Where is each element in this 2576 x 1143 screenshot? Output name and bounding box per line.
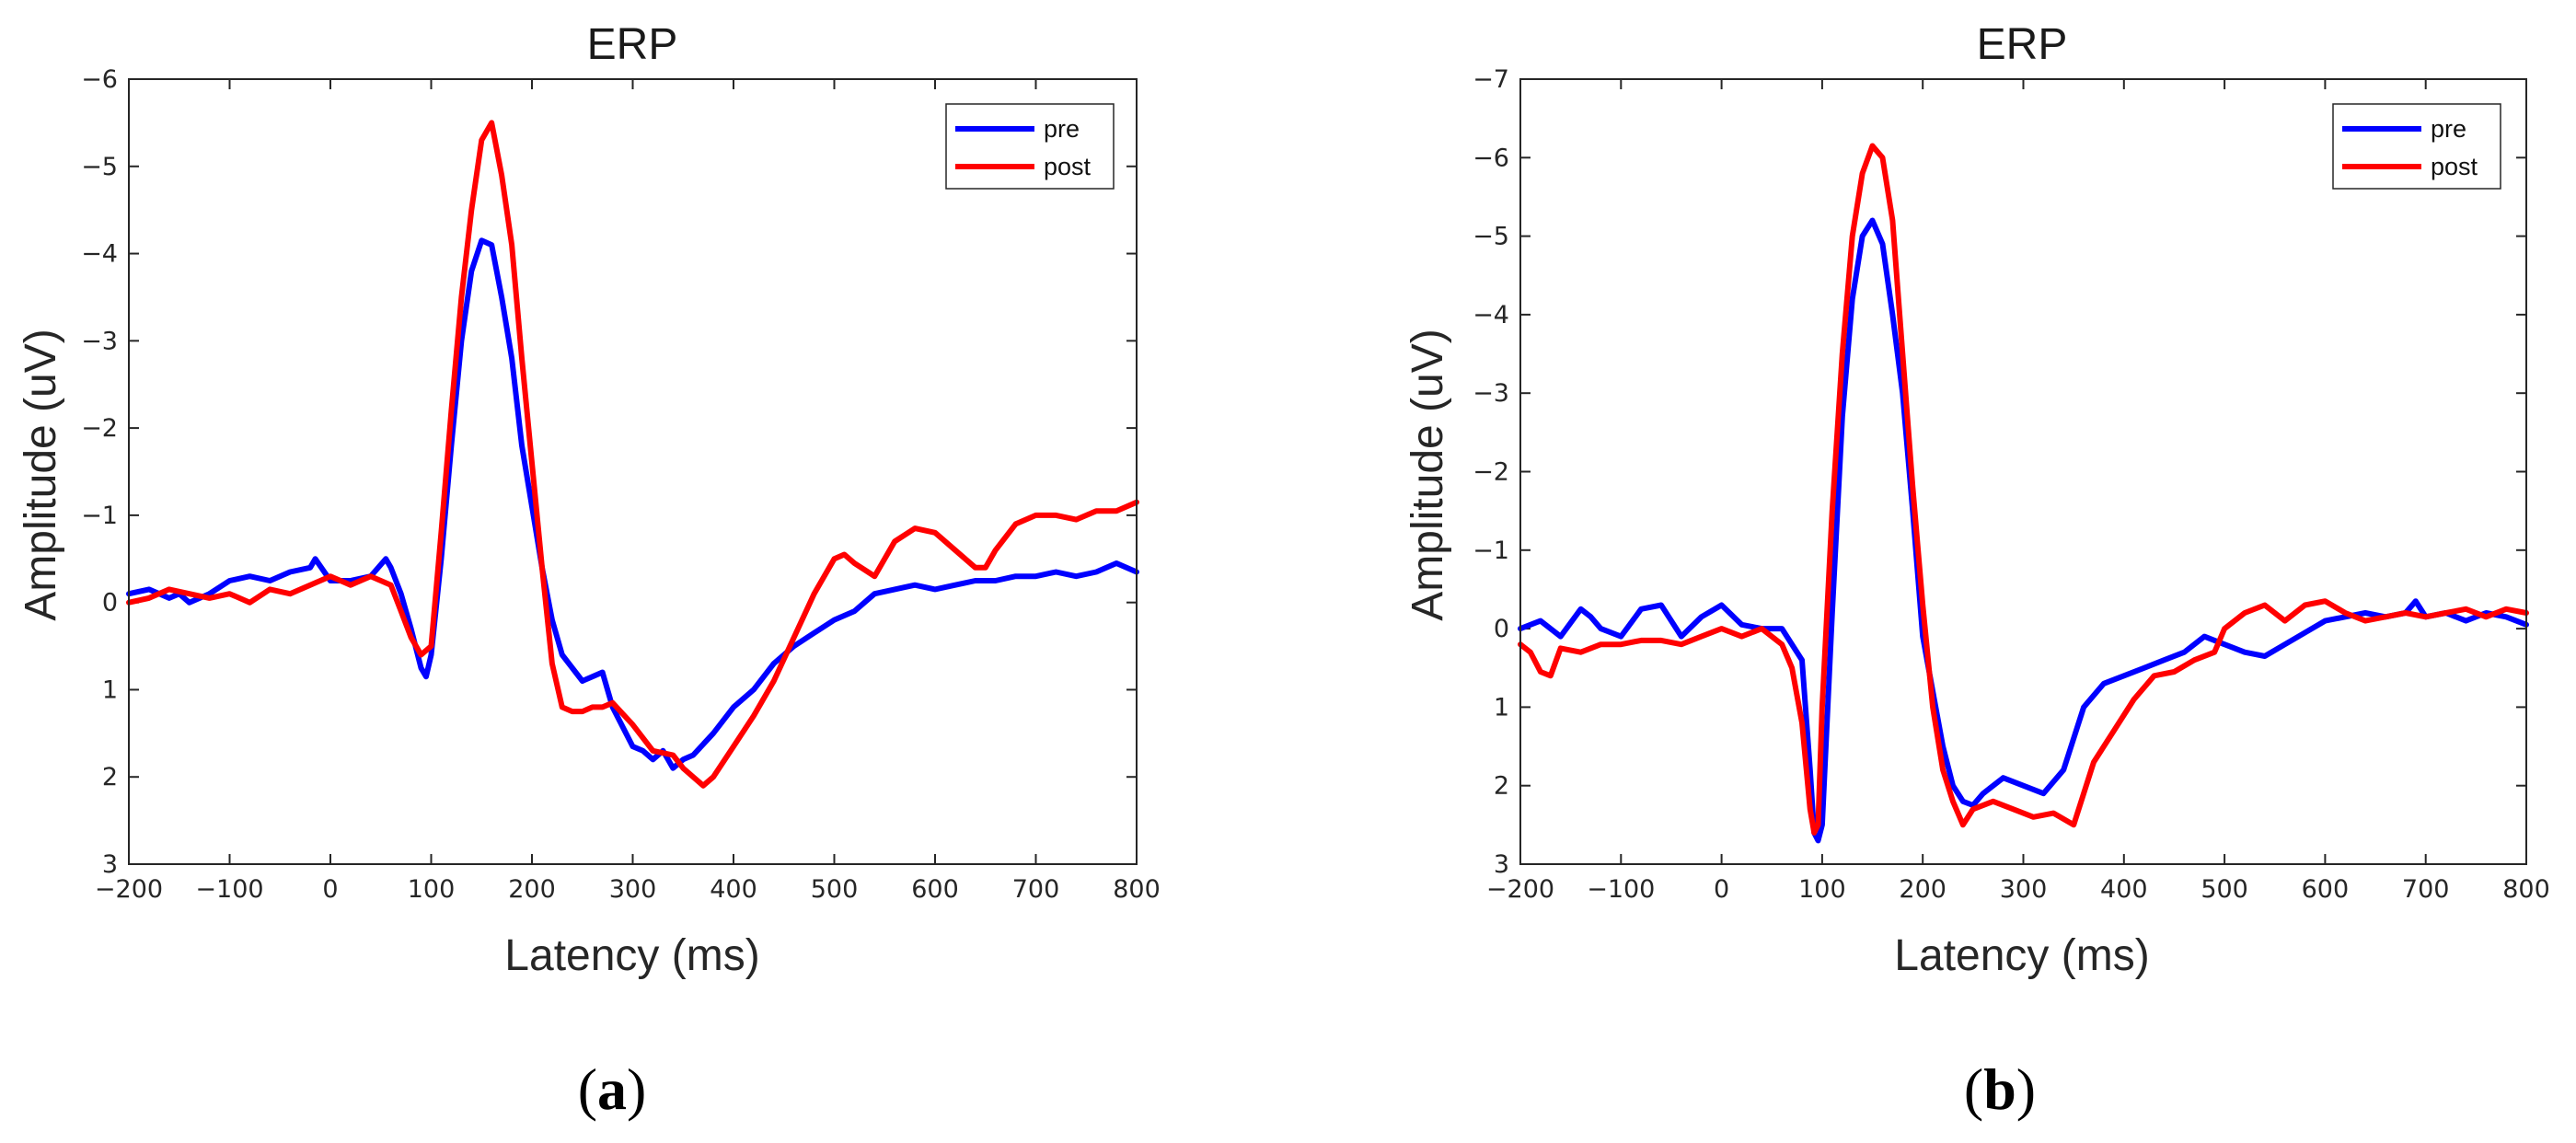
x-tick-label: 700 [2402,875,2450,904]
y-tick-label: −5 [1473,223,1509,251]
x-tick-label: 700 [1012,875,1060,904]
panel-b: ERP Amplitude (uV) Latency (ms) −200 −100… [1404,20,2550,1122]
y-tick-label: −2 [1473,458,1509,487]
legend-label-post: post [1044,153,1092,180]
panel-a: ERP Amplitude (uV) Latency (ms) −200 −100… [17,20,1161,1122]
y-tick-label: −4 [1473,301,1509,329]
x-tick-label: 800 [2502,875,2550,904]
legend-box [945,103,1115,190]
y-tick-label: −7 [1473,65,1509,94]
x-tick-label: 100 [1798,875,1846,904]
legend-label-post: post [2431,153,2478,180]
y-tick-label: 1 [1494,693,1509,722]
y-tick-label: −3 [1473,379,1509,408]
y-tick-label: −4 [81,240,118,269]
panel-label: (b) [1964,1056,2036,1122]
series-line-post [126,120,1139,789]
legend: pre post [2332,103,2501,190]
y-tick-label: −6 [1473,144,1509,172]
x-tick-label: −100 [1587,875,1655,904]
x-tick-label: 0 [1714,875,1729,904]
y-tick-label: −2 [81,414,118,443]
y-tick-label: 3 [102,850,118,879]
x-tick-label: 600 [911,875,959,904]
series-line-pre [126,237,1139,771]
x-tick-label: 200 [1899,875,1946,904]
x-tick-label: 400 [2100,875,2148,904]
axis-ticks: −200 −100 0 100 200 300 400 500 600 700 800 −6 −5 −4 −… [81,65,1161,904]
x-tick-label: 600 [2302,875,2350,904]
axis-ticks: −200 −100 0 100 200 300 400 500 600 700 800 −7 −6 −5 −… [1473,65,2550,904]
x-tick-label: 500 [811,875,859,904]
series-line-pre [1518,217,2529,844]
x-tick-label: 100 [408,875,456,904]
legend-label-pre: pre [2431,115,2466,143]
legend: pre post [945,103,1115,190]
y-tick-label: 2 [102,763,118,791]
legend-label-pre: pre [1044,115,1080,143]
panel-letter: a [597,1056,627,1122]
panel-label: (a) [578,1056,647,1122]
x-axis-label: Latency (ms) [1894,931,2149,980]
x-tick-label: 0 [322,875,338,904]
series-lines [1518,143,2529,844]
panel-letter: b [1983,1056,2016,1122]
y-tick-label: 1 [102,675,118,704]
y-tick-label: 2 [1494,772,1509,801]
chart-title: ERP [587,20,678,69]
legend-box [2332,103,2501,190]
x-tick-label: −200 [95,875,163,904]
series-lines [126,120,1139,789]
y-tick-label: −6 [81,65,118,94]
chart-title: ERP [1977,20,2068,69]
y-tick-label: −1 [81,502,118,530]
x-axis-label: Latency (ms) [504,931,759,980]
y-tick-label: 3 [1494,850,1509,879]
x-tick-label: 200 [508,875,556,904]
y-tick-label: 0 [1494,615,1509,643]
y-axis-label: Amplitude (uV) [1404,329,1452,620]
x-tick-label: 400 [710,875,757,904]
plot-area [1519,78,2527,865]
y-axis-label: Amplitude (uV) [17,329,65,620]
x-tick-label: 300 [609,875,657,904]
y-tick-label: −5 [81,153,118,181]
plot-area [128,78,1138,865]
x-tick-label: 500 [2201,875,2248,904]
x-tick-label: −200 [1486,875,1554,904]
x-tick-label: 800 [1113,875,1161,904]
x-tick-label: −100 [195,875,263,904]
y-tick-label: −3 [81,327,118,355]
x-tick-label: 300 [2000,875,2048,904]
y-tick-label: −1 [1473,537,1509,565]
series-line-post [1518,143,2529,836]
y-tick-label: 0 [102,589,118,618]
